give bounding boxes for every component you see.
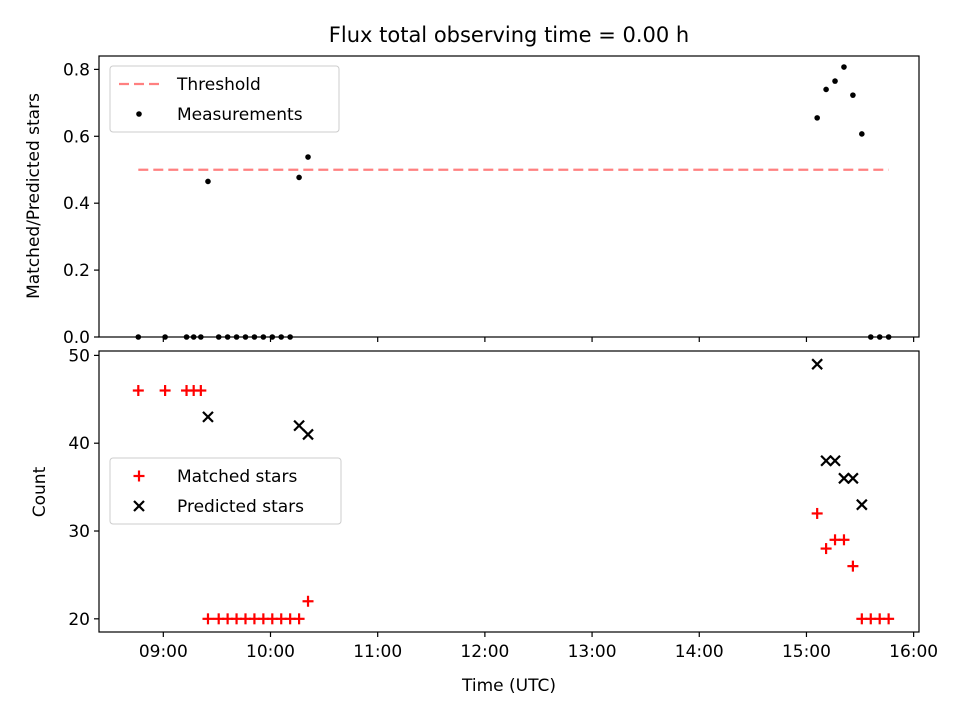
predicted-star-point [847,472,859,485]
measurement-point [841,64,847,70]
measurement-point [814,115,820,121]
legend-label-1-0: Matched stars [177,467,297,487]
y-tick-label-0-3: 0.6 [63,127,90,147]
predicted-star-point [856,498,868,511]
measurement-point [305,154,311,160]
x-tick-label-3: 12:00 [460,642,509,662]
legend-matched-swatch [133,470,145,482]
predicted-star-point [293,419,305,432]
matched-star-point [302,595,314,607]
predicted-star-point [202,411,214,423]
top-panel: 0.0 0.2 0.4 0.6 0.8 Threshold Measurements [63,55,920,348]
measurement-point [205,178,211,185]
measurement-point [859,131,865,137]
y-tick-label-1-3: 50 [68,346,90,366]
legend-predicted-swatch [133,500,145,512]
measurement-point [190,334,197,340]
measurement-point [251,334,258,340]
top-y-axis-label: Matched/Predicted stars [24,93,44,299]
measurement-point [224,334,231,340]
legend-box-1 [109,457,342,525]
predicted-star-point [302,428,314,441]
measurement-point [198,334,204,340]
predicted-star-point [829,454,841,467]
legend-measurement-swatch [136,111,142,117]
matched-star-point [811,507,823,519]
matched-star-point [820,543,832,555]
y-tick-label-1-1: 30 [68,522,90,542]
measurement-point [850,92,856,98]
measurement-point [823,86,829,93]
x-tick-label-0: 09:00 [139,642,188,662]
legend-label-0-1: Measurements [177,105,303,125]
measurement-point [162,334,168,340]
legend-label-1-1: Predicted stars [177,497,304,517]
matched-star-point [202,613,214,625]
measurement-point [296,174,302,181]
measurement-point [287,334,293,340]
y-tick-label-0-0: 0.0 [63,328,90,348]
predicted-star-point [820,454,832,467]
measurement-point [269,334,276,340]
legend-0: Threshold Measurements [109,65,340,133]
x-tick-label-2: 11:00 [353,642,402,662]
y-tick-label-0-4: 0.8 [63,60,90,80]
y-tick-label-1-0: 20 [68,610,90,630]
measurement-point [183,334,190,340]
axes-frame-1 [98,350,920,633]
predicted-star-point [811,358,823,370]
bottom-panel: 20 30 40 50 09:00 10:00 11:00 12:00 13:00 14:00 15… [68,346,938,662]
axes-frame-0 [98,55,920,338]
x-tick-label-7: 16:00 [889,642,938,662]
measurement-point [885,334,892,340]
chart-title: Flux total observing time = 0.00 h [329,23,689,47]
measurement-point [135,334,142,340]
matched-star-point [132,385,144,397]
matched-star-point [883,613,895,625]
matched-star-point [293,613,305,625]
legend-box-0 [109,65,340,133]
predicted-star-point [838,472,850,485]
measurement-point [876,334,883,340]
y-tick-label-0-1: 0.2 [63,261,90,281]
measurement-point [832,78,838,84]
x-tick-label-4: 13:00 [568,642,617,662]
x-tick-label-5: 14:00 [675,642,724,662]
measurement-point [867,334,874,340]
legend-label-0-0: Threshold [176,75,261,95]
y-tick-label-0-2: 0.4 [63,194,90,214]
x-axis-label: Time (UTC) [461,676,556,696]
measurement-point [260,334,267,340]
matched-star-point [838,534,850,546]
matched-star-point [847,560,859,572]
measurement-point [233,334,240,340]
matched-star-point [159,385,171,397]
matched-star-point [195,385,207,397]
x-tick-label-6: 15:00 [782,642,831,662]
legend-1: Matched stars Predicted stars [109,457,342,525]
bottom-y-axis-label: Count [30,466,50,517]
measurement-point [242,334,249,340]
x-tick-label-1: 10:00 [246,642,295,662]
y-tick-label-1-2: 40 [68,434,90,454]
measurement-point [278,334,285,340]
measurement-point [215,334,222,340]
